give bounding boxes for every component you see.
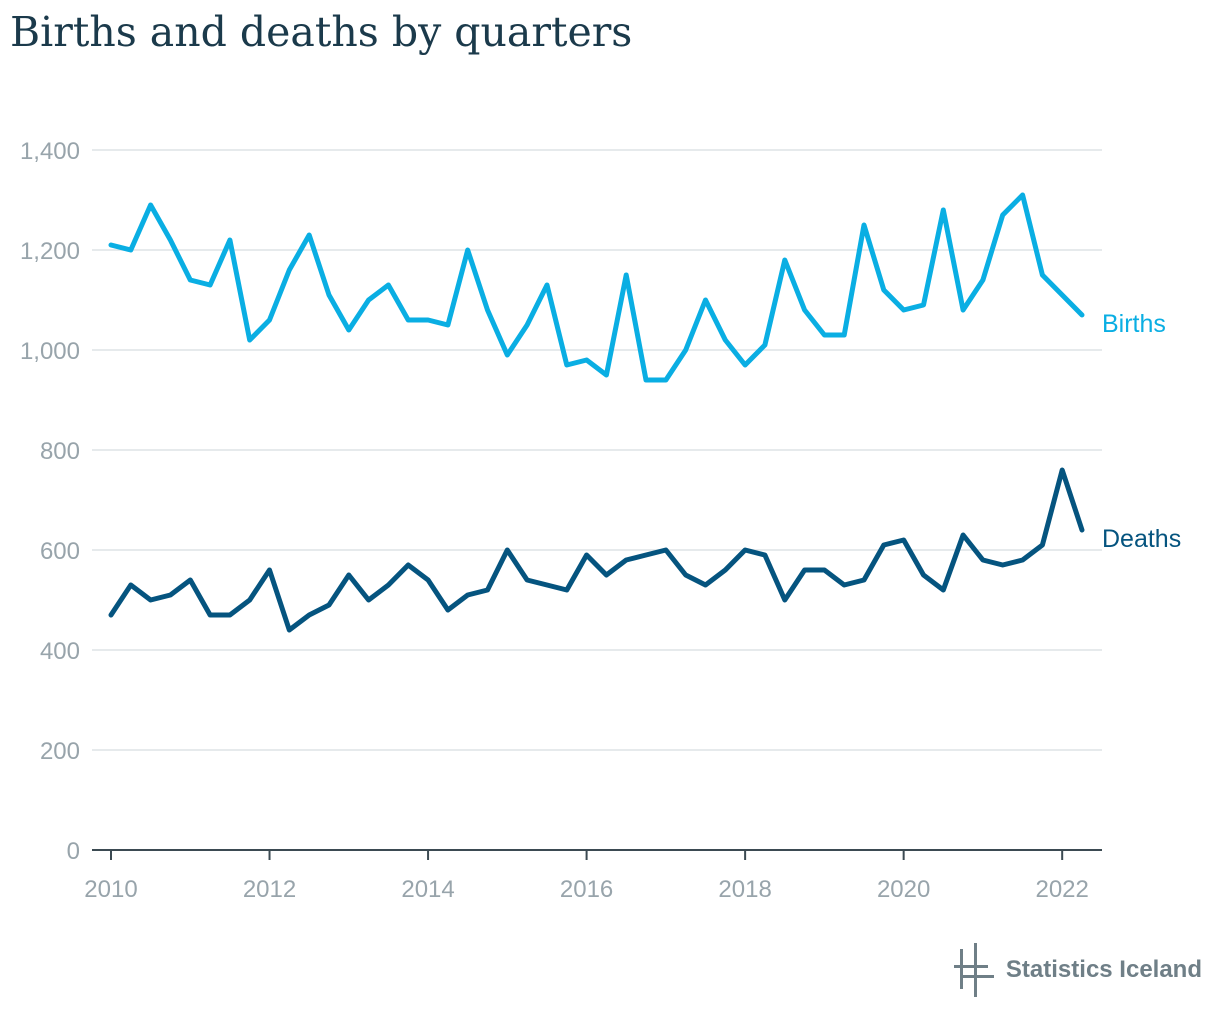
x-tick-label: 2016: [560, 876, 613, 903]
y-tick-label: 400: [40, 638, 80, 665]
y-tick-label: 600: [40, 538, 80, 565]
y-axis-ticks: 0 200 400 600 800 1,000 1,200 1,400: [20, 138, 80, 865]
series-lines: [108, 192, 1085, 633]
y-tick-label: 800: [40, 438, 80, 465]
deaths-line: [108, 467, 1085, 633]
source-label: Statistics Iceland: [1005, 956, 1202, 983]
y-tick-label: 0: [67, 838, 80, 865]
source-logo: Statistics Iceland: [953, 940, 1202, 1000]
x-tick-label: 2012: [243, 876, 296, 903]
x-tick-label: 2022: [1035, 876, 1088, 903]
series-labels: Births Deaths: [1102, 310, 1181, 553]
y-tick-label: 200: [40, 738, 80, 765]
y-tick-label: 1,400: [20, 138, 80, 165]
x-tick-label: 2018: [718, 876, 771, 903]
deaths-series-label: Deaths: [1102, 525, 1181, 553]
chart-title: Births and deaths by quarters: [10, 8, 633, 56]
y-tick-label: 1,200: [20, 238, 80, 265]
y-tick-label: 1,000: [20, 338, 80, 365]
x-tick-label: 2020: [877, 876, 930, 903]
births-line: [108, 192, 1085, 383]
births-series-label: Births: [1102, 310, 1166, 338]
statistics-iceland-icon: [953, 943, 994, 997]
x-tick-label: 2014: [401, 876, 454, 903]
x-axis: 2010 2012 2014 2016 2018 2020 2022: [84, 849, 1102, 903]
x-tick-label: 2010: [84, 876, 137, 903]
